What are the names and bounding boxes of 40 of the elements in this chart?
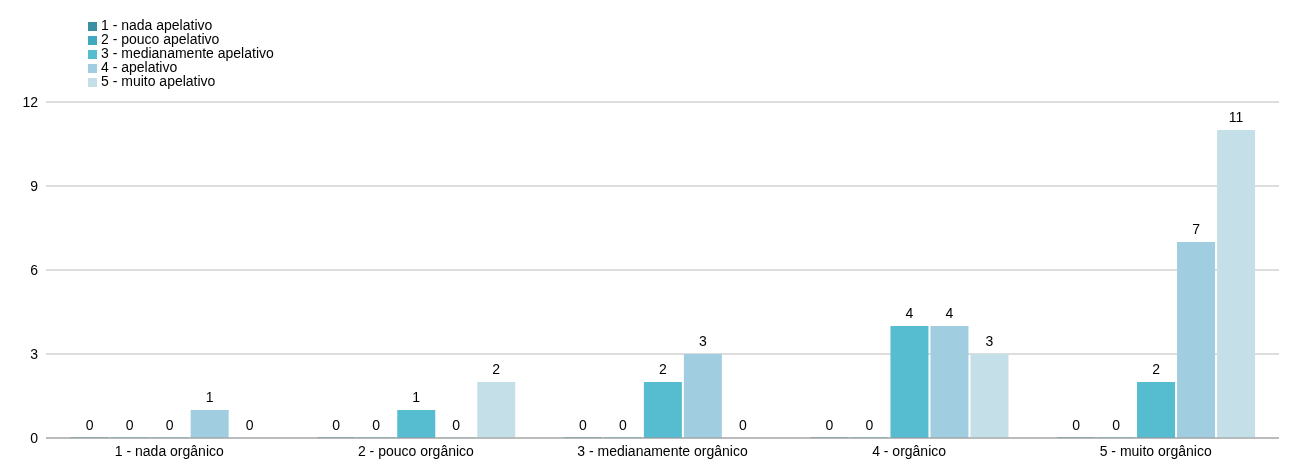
data-label: 0: [618, 417, 627, 433]
data-label: 0: [738, 417, 747, 433]
legend-label: 3 - medianamente apelativo: [101, 45, 274, 61]
y-tick-label: 3: [30, 345, 39, 362]
x-tick-label: 5 - muito orgânico: [1099, 442, 1212, 459]
data-label: 11: [1228, 109, 1244, 125]
x-tick-label: 4 - orgânico: [872, 442, 947, 459]
data-label: 1: [205, 389, 214, 405]
data-label: 2: [1152, 361, 1161, 377]
data-label: 0: [865, 417, 874, 433]
y-tick-label: 12: [22, 93, 39, 110]
data-label: 1: [412, 389, 421, 405]
y-tick-label: 0: [30, 429, 39, 446]
legend-label: 1 - nada apelativo: [101, 17, 213, 33]
data-label: 0: [1112, 417, 1121, 433]
data-label: 0: [825, 417, 834, 433]
data-label: 0: [245, 417, 254, 433]
data-label: 3: [698, 333, 707, 349]
data-label: 0: [372, 417, 381, 433]
legend-label: 2 - pouco apelativo: [101, 31, 220, 47]
data-label: 0: [165, 417, 174, 433]
legend-label: 5 - muito apelativo: [101, 73, 216, 89]
data-label: 0: [578, 417, 587, 433]
y-tick-label: 9: [30, 177, 39, 194]
x-tick-label: 3 - medianamente orgânico: [577, 442, 748, 459]
data-label: 4: [905, 305, 914, 321]
data-label: 4: [945, 305, 954, 321]
data-label: 0: [85, 417, 94, 433]
legend-label: 4 - apelativo: [101, 59, 178, 75]
data-label: 7: [1192, 221, 1201, 237]
data-label: 0: [125, 417, 134, 433]
y-tick-label: 6: [30, 261, 39, 278]
x-tick-label: 2 - pouco orgânico: [357, 442, 475, 459]
data-label: 3: [985, 333, 994, 349]
data-label: 0: [332, 417, 341, 433]
data-label: 0: [1072, 417, 1081, 433]
data-label: 2: [658, 361, 667, 377]
x-tick-label: 1 - nada orgânico: [114, 442, 224, 459]
data-label: 0: [452, 417, 461, 433]
data-label: 2: [492, 361, 501, 377]
